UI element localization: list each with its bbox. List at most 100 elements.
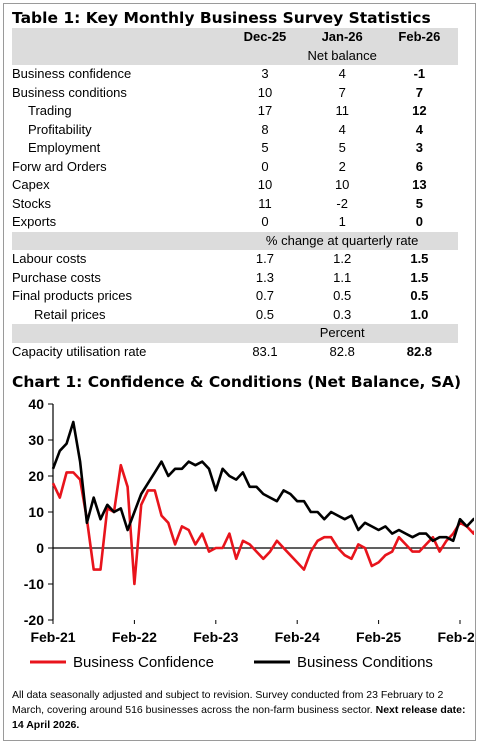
series-line-business-confidence bbox=[51, 463, 474, 586]
row-label: Trading bbox=[28, 103, 72, 118]
row-label: Labour costs bbox=[12, 251, 87, 266]
cell-value: 3 bbox=[261, 66, 269, 81]
row-label: Capacity utilisation rate bbox=[12, 343, 147, 359]
cell-value: 1.3 bbox=[255, 269, 274, 285]
cell-value: 4 bbox=[338, 66, 346, 81]
row-label: Profitability bbox=[28, 121, 92, 137]
table-row: Purchase costs 1.3 1.1 1.5 bbox=[12, 269, 458, 288]
band-net-balance-label: Net balance bbox=[226, 46, 458, 65]
cell-value: 0 bbox=[261, 158, 269, 174]
column-header: Dec-25 bbox=[226, 28, 304, 47]
stats-table: Dec-25 Jan-26 Feb-26 Net balance Business co… bbox=[12, 28, 458, 361]
cell-value: 0.3 bbox=[333, 306, 352, 322]
cell-value: -1 bbox=[413, 66, 426, 81]
legend-label: Business Conditions bbox=[297, 654, 433, 671]
table-row: Forw ard Orders 0 2 6 bbox=[12, 158, 458, 177]
column-header: Jan-26 bbox=[303, 28, 381, 47]
y-tick-label: 10 bbox=[28, 504, 44, 520]
row-label: Purchase costs bbox=[12, 269, 101, 285]
table-row: Retail prices 0.5 0.3 1.0 bbox=[12, 306, 458, 325]
cell-value: 7 bbox=[415, 84, 423, 100]
cell-value: 1.0 bbox=[410, 306, 429, 322]
table-row: Final products prices 0.7 0.5 0.5 bbox=[12, 287, 458, 306]
x-tick-label: Feb-24 bbox=[275, 629, 320, 645]
band-pct-change: % change at quarterly rate bbox=[12, 231, 458, 250]
cell-value: 11 bbox=[335, 103, 349, 118]
y-tick-label: -10 bbox=[24, 576, 44, 592]
x-tick-label: Feb-26 bbox=[437, 629, 474, 645]
x-tick-label: Feb-22 bbox=[112, 629, 157, 645]
cell-value: 0.5 bbox=[255, 306, 274, 322]
cell-value: 5 bbox=[415, 195, 423, 211]
table-row: Labour costs 1.7 1.2 1.5 bbox=[12, 250, 458, 269]
x-tick-label: Feb-21 bbox=[30, 629, 75, 645]
band-percent-label: Percent bbox=[226, 324, 458, 343]
cell-value: 1.7 bbox=[255, 251, 274, 266]
band-net-balance: Net balance bbox=[12, 46, 458, 65]
table-row: Trading 17 11 12 bbox=[12, 102, 458, 121]
column-header: Feb-26 bbox=[380, 28, 458, 47]
row-label: Business conditions bbox=[12, 84, 127, 100]
table-row: Employment 5 5 3 bbox=[12, 139, 458, 158]
legend-label: Business Confidence bbox=[73, 654, 214, 671]
y-tick-label: 0 bbox=[36, 540, 44, 556]
table-row: Exports 0 1 0 bbox=[12, 213, 458, 232]
cell-value: 0.7 bbox=[255, 288, 274, 303]
cell-value: 10 bbox=[334, 177, 350, 192]
cell-value: 3 bbox=[415, 140, 423, 155]
x-tick-label: Feb-23 bbox=[193, 629, 238, 645]
table-row: Business confidence 3 4 -1 bbox=[12, 65, 458, 84]
table-title: Table 1: Key Monthly Business Survey Sta… bbox=[12, 9, 431, 27]
cell-value: 4 bbox=[338, 121, 346, 137]
series-line-business-conditions bbox=[51, 420, 474, 543]
cell-value: 1.2 bbox=[333, 251, 352, 266]
y-tick-label: 20 bbox=[28, 468, 44, 484]
cell-value: 1.5 bbox=[410, 251, 429, 266]
table-row: Capex 10 10 13 bbox=[12, 176, 458, 195]
cell-value: 13 bbox=[412, 177, 427, 192]
band-pct-change-label: % change at quarterly rate bbox=[226, 231, 458, 250]
table-row: Profitability 8 4 4 bbox=[12, 121, 458, 140]
cell-value: 8 bbox=[261, 121, 269, 137]
cell-value: 6 bbox=[415, 158, 423, 174]
table-row: Capacity utilisation rate 83.1 82.8 82.8 bbox=[12, 343, 458, 362]
row-label: Forw ard Orders bbox=[12, 158, 107, 174]
cell-value: 82.8 bbox=[329, 343, 355, 359]
table-header-row: Dec-25 Jan-26 Feb-26 bbox=[12, 28, 458, 47]
cell-value: 0.5 bbox=[410, 288, 429, 303]
row-label: Capex bbox=[12, 177, 50, 192]
next-release-date: Next release date: 14 April 2026. bbox=[12, 704, 466, 731]
cell-value: 1.5 bbox=[410, 269, 429, 285]
row-label: Stocks bbox=[12, 195, 52, 211]
table-row: Business conditions 10 7 7 bbox=[12, 84, 458, 103]
cell-value: 82.8 bbox=[406, 343, 433, 359]
row-label: Exports bbox=[12, 214, 57, 229]
row-label: Business confidence bbox=[12, 66, 132, 81]
x-tick-label: Feb-25 bbox=[356, 629, 401, 645]
chart-title: Chart 1: Confidence & Conditions (Net Ba… bbox=[12, 373, 462, 391]
cell-value: 1 bbox=[338, 214, 346, 229]
footnote: All data seasonally adjusted and subject… bbox=[12, 688, 467, 733]
cell-value: 2 bbox=[338, 158, 346, 174]
table-row: Stocks 11 -2 5 bbox=[12, 195, 458, 214]
cell-value: 12 bbox=[412, 103, 427, 118]
row-label: Employment bbox=[28, 140, 101, 155]
cell-value: 0 bbox=[415, 214, 423, 229]
y-tick-label: 30 bbox=[28, 432, 44, 448]
panel-frame bbox=[3, 3, 476, 741]
cell-value: 83.1 bbox=[252, 343, 278, 359]
band-percent: Percent bbox=[12, 324, 458, 343]
cell-value: 1.1 bbox=[333, 269, 352, 285]
cell-value: 0.5 bbox=[333, 288, 352, 303]
cell-value: 0 bbox=[261, 214, 269, 229]
row-label: Retail prices bbox=[34, 306, 106, 322]
cell-value: 11 bbox=[258, 195, 272, 211]
cell-value: 10 bbox=[257, 84, 273, 100]
y-tick-label: -20 bbox=[24, 612, 44, 628]
cell-value: 10 bbox=[257, 177, 273, 192]
cell-value: 7 bbox=[338, 84, 346, 100]
cell-value: 5 bbox=[338, 140, 346, 155]
footnote-text: All data seasonally adjusted and subject… bbox=[12, 689, 444, 716]
cell-value: 5 bbox=[261, 140, 269, 155]
